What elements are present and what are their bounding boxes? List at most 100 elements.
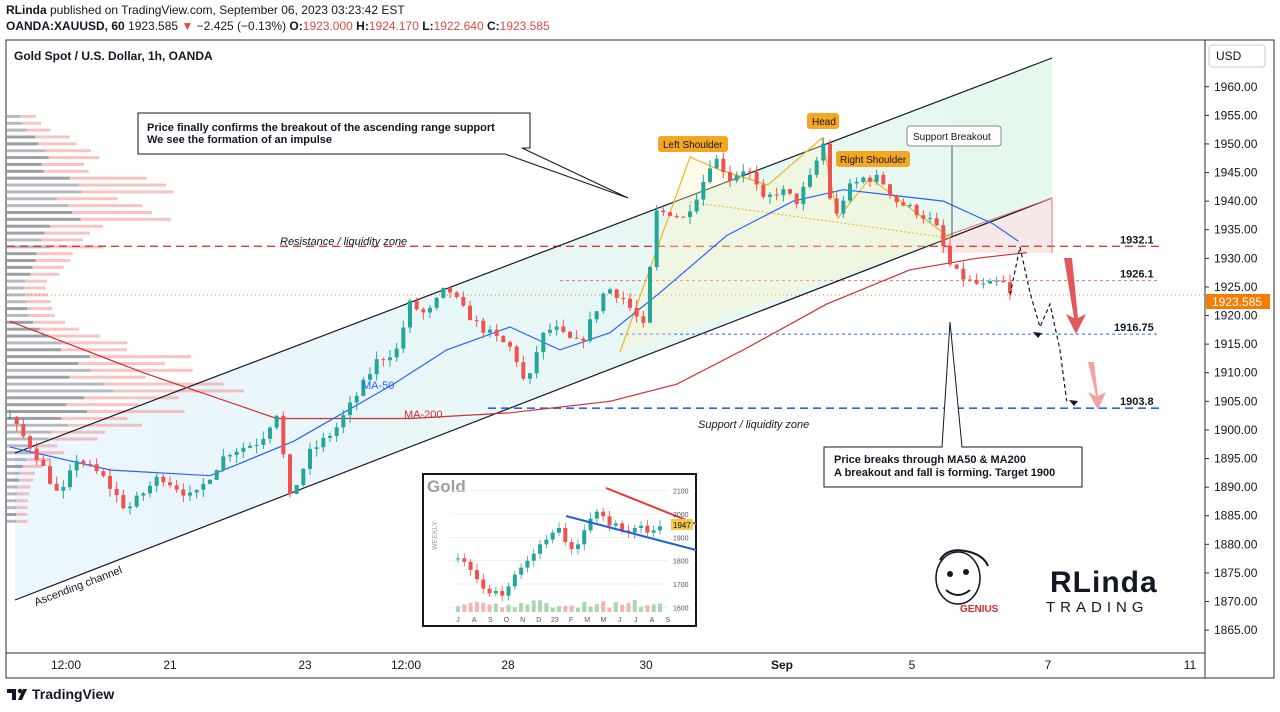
inset-volume-bar bbox=[456, 606, 460, 612]
candle-body bbox=[388, 357, 392, 361]
price-tick-label: 1910.00 bbox=[1214, 366, 1258, 380]
inset-support-line bbox=[565, 515, 697, 551]
last-price-tag: 1923.585 bbox=[1206, 294, 1270, 309]
forecast-arrow-head-1 bbox=[1033, 332, 1042, 338]
last-price: 1923.585 bbox=[128, 19, 179, 33]
volume-bar-buy bbox=[7, 190, 82, 194]
volume-bar-sell bbox=[35, 259, 71, 263]
volume-bar-buy bbox=[7, 492, 17, 496]
tradingview-footer[interactable]: TradingView bbox=[6, 686, 114, 702]
volume-profile bbox=[7, 114, 244, 523]
candle-body bbox=[801, 186, 806, 204]
candle-body bbox=[854, 181, 859, 184]
publisher-user[interactable]: RLinda bbox=[6, 3, 47, 17]
plot-area[interactable]: 1932.1 1926.1 1916.75 1903.8 bbox=[7, 57, 1205, 601]
volume-bar-buy bbox=[7, 416, 62, 420]
volume-bar-buy bbox=[7, 334, 49, 338]
inset-volume-bar bbox=[531, 600, 536, 612]
price-tick-label: 1955.00 bbox=[1214, 108, 1258, 122]
forecast-arrow-head-2 bbox=[1069, 400, 1078, 406]
head-label: Head bbox=[812, 117, 836, 128]
candle-body bbox=[481, 320, 486, 333]
price-axis[interactable]: 1960.00 1955.00 1950.00 1945.00 1940.00 1935.… bbox=[1205, 80, 1258, 637]
volume-bar-sell bbox=[51, 430, 106, 434]
price-tick-label: 1905.00 bbox=[1214, 394, 1258, 408]
currency-button[interactable]: USD bbox=[1208, 44, 1266, 68]
volume-bar-buy bbox=[7, 361, 79, 365]
inset-candle-body bbox=[474, 570, 479, 580]
inset-candle-body bbox=[601, 511, 606, 517]
volume-bar-sell bbox=[48, 156, 100, 160]
inset-price-label: 2000 bbox=[673, 512, 689, 519]
volume-bar-buy bbox=[7, 430, 52, 434]
inset-candle-body bbox=[569, 542, 574, 549]
inset-volume-bar bbox=[481, 603, 486, 612]
candle-body bbox=[474, 320, 479, 322]
candle-body bbox=[694, 199, 699, 212]
candle-body bbox=[841, 200, 846, 214]
inset-candle-body bbox=[519, 567, 524, 575]
volume-bar-sell bbox=[67, 423, 142, 427]
volume-bar-buy bbox=[7, 197, 57, 201]
inset-volume-bar bbox=[544, 602, 549, 612]
time-tick-label: 7 bbox=[1045, 658, 1052, 672]
volume-bar-buy bbox=[7, 307, 28, 311]
candle-body bbox=[714, 158, 719, 169]
inset-volume-bar bbox=[557, 606, 561, 612]
candle-body bbox=[674, 216, 679, 218]
genius-eye-right-icon bbox=[963, 569, 969, 575]
candle-body bbox=[941, 225, 946, 246]
volume-bar-buy bbox=[7, 410, 87, 414]
left-shoulder-label: Left Shoulder bbox=[663, 140, 723, 151]
volume-bar-sell bbox=[44, 149, 92, 153]
inset-candle-body bbox=[550, 532, 555, 540]
level-label: 1916.75 bbox=[1114, 322, 1154, 334]
candle-body bbox=[928, 218, 932, 220]
candle-body bbox=[608, 289, 612, 294]
candle-body bbox=[728, 172, 732, 181]
volume-bar-sell bbox=[69, 375, 146, 379]
volume-bar-sell bbox=[78, 361, 166, 365]
volume-bar-buy bbox=[7, 499, 17, 503]
genius-logo: GENIUS bbox=[935, 549, 999, 615]
volume-bar-buy bbox=[7, 162, 42, 166]
inset-volume-bar bbox=[645, 605, 650, 612]
price-tick-label: 1875.00 bbox=[1214, 566, 1258, 580]
candle-body bbox=[414, 300, 419, 310]
chart-frame bbox=[5, 39, 1275, 679]
candle-body bbox=[54, 483, 59, 491]
time-axis[interactable]: 12:00 21 23 12:00 28 30 Sep 5 7 11 bbox=[51, 658, 1197, 672]
inset-candle-body bbox=[468, 561, 473, 570]
candle-body bbox=[534, 352, 539, 374]
volume-bar-sell bbox=[19, 471, 35, 475]
candle-body bbox=[921, 215, 926, 219]
inset-volume-bar bbox=[588, 606, 593, 612]
volume-bar-sell bbox=[41, 238, 83, 242]
candle-body bbox=[901, 202, 906, 206]
inset-price-label: 1700 bbox=[673, 582, 689, 589]
volume-bar-buy bbox=[7, 382, 105, 386]
resistance-zone-label: Resistance / liquidity zone bbox=[280, 236, 407, 248]
volume-bar-sell bbox=[26, 128, 51, 132]
high-label: H: bbox=[356, 19, 369, 33]
open-value: 1923.000 bbox=[302, 19, 353, 33]
volume-bar-sell bbox=[43, 169, 89, 173]
time-tick-label: 23 bbox=[298, 658, 312, 672]
volume-bar-buy bbox=[7, 238, 42, 242]
candle-body bbox=[868, 177, 872, 182]
candle-body bbox=[468, 305, 472, 321]
candle-body bbox=[808, 174, 812, 187]
volume-bar-buy bbox=[7, 451, 33, 455]
inset-time-label: 23 bbox=[551, 617, 559, 624]
callout-1-box bbox=[137, 112, 629, 199]
weekly-gold-inset: Gold WEEKLY 2100 2000 1900 1800 1700 1600 J A S… bbox=[422, 473, 697, 627]
inset-volume-bar bbox=[519, 602, 524, 612]
candle-body bbox=[988, 281, 992, 284]
candle-body bbox=[874, 174, 879, 182]
volume-bar-sell bbox=[56, 197, 118, 201]
candle-body bbox=[981, 283, 986, 285]
inset-price-label: 2100 bbox=[673, 489, 689, 496]
inset-time-label: D bbox=[536, 617, 541, 624]
candle-body bbox=[581, 338, 586, 341]
